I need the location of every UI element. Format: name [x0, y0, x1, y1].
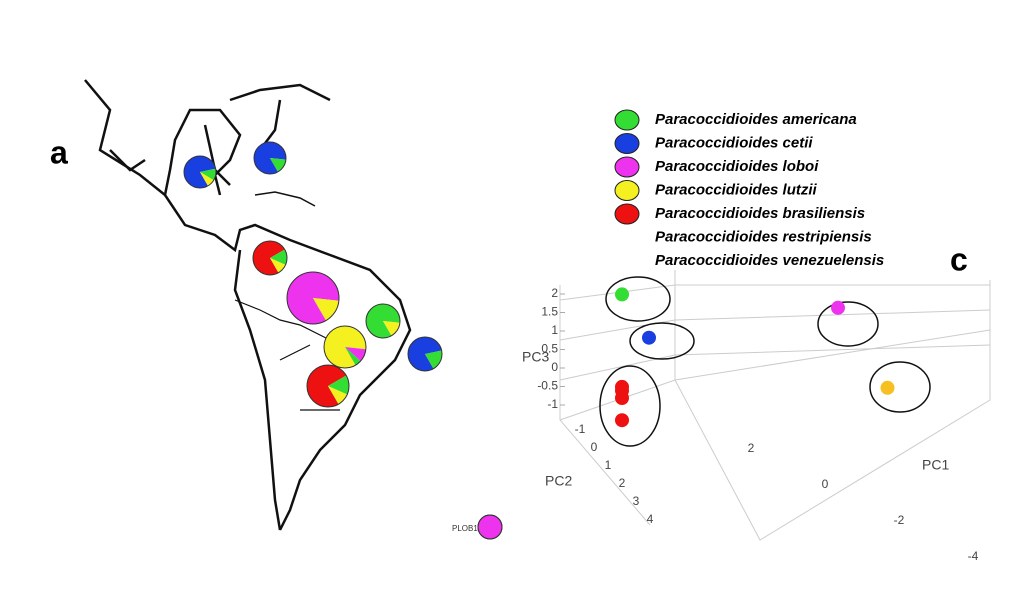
pca-point — [615, 287, 629, 302]
pie-slice — [345, 347, 361, 366]
z-tick-label: -1 — [547, 397, 558, 411]
z-tick-label: 1.5 — [541, 305, 558, 319]
pie-slice — [345, 347, 366, 362]
legend-swatch — [614, 156, 640, 178]
pie-outline — [183, 155, 217, 189]
pie-slice — [270, 249, 288, 265]
pie-slice — [270, 258, 286, 273]
pie-slice — [408, 337, 442, 371]
pie-slice — [253, 241, 285, 275]
pie-slice — [306, 364, 347, 407]
pie-outline — [365, 303, 401, 339]
legend-swatch — [614, 180, 640, 201]
pie-outline — [477, 514, 503, 540]
pie-outline — [306, 364, 350, 408]
pie-slice — [200, 168, 216, 181]
legend-label: Paracoccidioides venezuelensis — [655, 252, 884, 269]
pca-point — [615, 413, 629, 428]
axis-label: PC3 — [522, 349, 549, 365]
legend-swatch — [614, 133, 640, 154]
x-tick-label: 0 — [822, 477, 829, 491]
y-tick-label: 2 — [619, 476, 626, 490]
pie-outline — [407, 336, 443, 372]
legend-label: Paracoccidioides americana — [655, 111, 857, 128]
cluster-outlines — [599, 276, 931, 447]
legend-swatch — [614, 203, 640, 225]
pie-label: PLOB1 — [452, 524, 478, 533]
legend-label: Paracoccidioides cetii — [655, 134, 813, 151]
z-tick-label: 2 — [551, 286, 558, 300]
axis-label: PC1 — [922, 457, 949, 473]
y-tick-label: 4 — [647, 512, 654, 526]
legend-label: Paracoccidioides lutzii — [655, 181, 818, 198]
y-tick-label: 3 — [633, 494, 640, 508]
pie-slice — [328, 375, 349, 395]
x-tick-label: -4 — [968, 549, 979, 563]
pie-slice — [328, 386, 348, 405]
legend-label: Paracoccidioides restripiensis — [655, 228, 872, 245]
pie-outline — [252, 240, 288, 276]
pca-point — [831, 300, 845, 315]
pca-point — [642, 330, 656, 345]
pie-outline — [286, 271, 340, 325]
pie-slice — [425, 350, 443, 369]
panel-label: c — [950, 241, 968, 277]
pca-plot: PC3 PC2 PC1 21.510.50-0.5-1-10123420-2-4… — [522, 270, 991, 563]
legend-swatch — [614, 109, 640, 131]
pie-slice — [200, 172, 214, 186]
pca-frame — [559, 270, 991, 541]
z-tick-label: -0.5 — [537, 379, 558, 393]
legend-label: Paracoccidioides loboi — [655, 158, 819, 175]
y-tick-label: -1 — [575, 422, 586, 436]
x-tick-label: -2 — [894, 513, 905, 527]
z-tick-label: 1 — [551, 323, 558, 337]
x-tick-label: 2 — [748, 441, 755, 455]
z-tick-label: 0 — [551, 360, 558, 374]
z-tick-label: 0.5 — [541, 342, 558, 356]
axis-label: PC2 — [545, 473, 572, 489]
pie-outline — [323, 325, 367, 369]
pca-point — [880, 380, 895, 395]
map-outline — [84, 79, 412, 531]
y-tick-label: 0 — [591, 440, 598, 454]
pie-slice — [184, 156, 216, 188]
y-tick-label: 1 — [605, 458, 612, 472]
pca-point — [615, 391, 629, 405]
legend: Paracoccidioides americana Paracoccidioid… — [614, 109, 884, 269]
pies — [183, 141, 503, 540]
panel-label: a — [50, 134, 68, 170]
pie-outline — [253, 141, 287, 175]
legend-label: Paracoccidioides brasiliensis — [655, 205, 865, 222]
